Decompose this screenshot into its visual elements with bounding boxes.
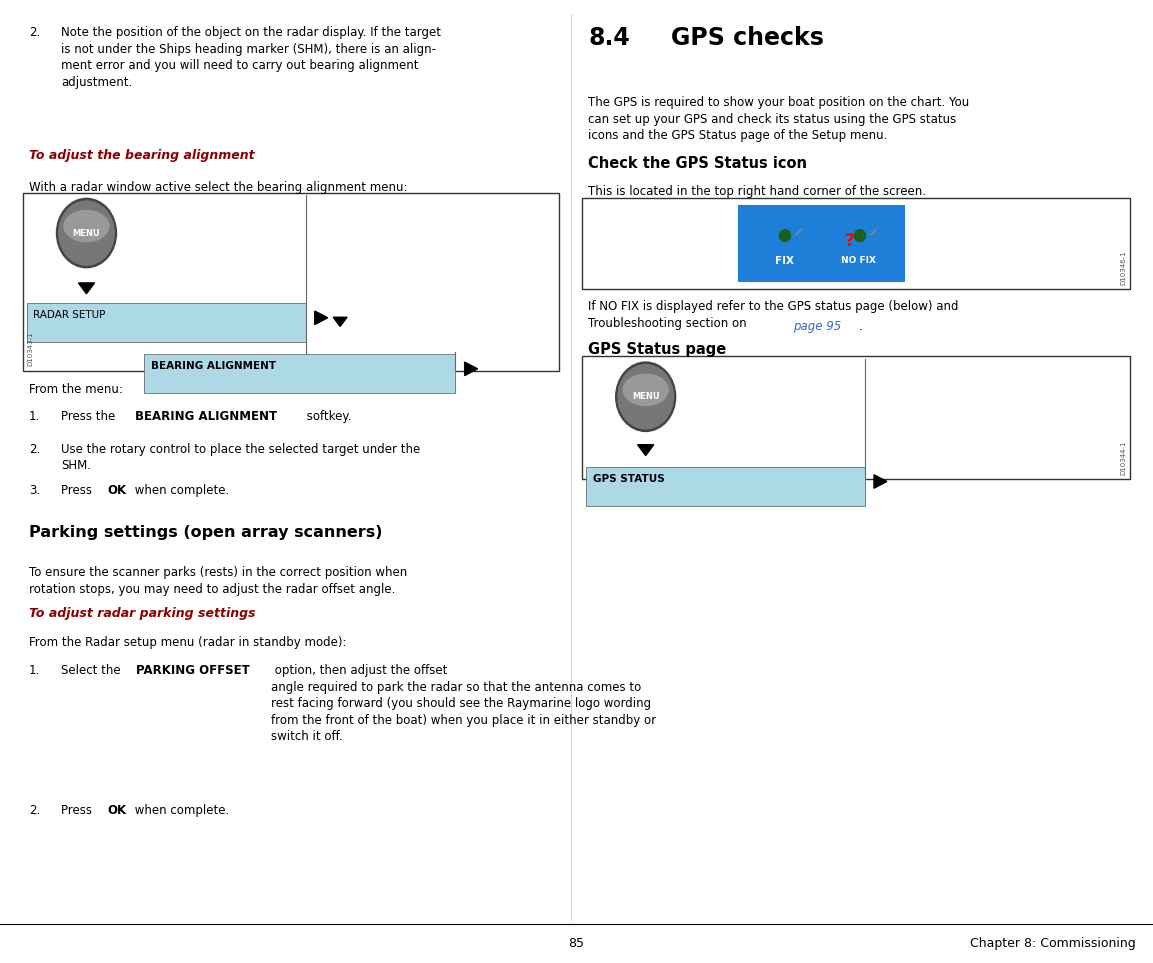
- Text: /: /: [868, 227, 877, 237]
- Text: 1.: 1.: [29, 664, 40, 677]
- Text: BEARING ALIGNMENT: BEARING ALIGNMENT: [151, 361, 277, 371]
- Text: Press: Press: [61, 484, 96, 497]
- Text: when complete.: when complete.: [131, 484, 229, 497]
- Text: Chapter 8: Commissioning: Chapter 8: Commissioning: [970, 937, 1136, 950]
- Text: Use the rotary control to place the selected target under the
SHM.: Use the rotary control to place the sele…: [61, 443, 421, 473]
- Text: D10344-1: D10344-1: [1121, 440, 1126, 475]
- Ellipse shape: [56, 198, 116, 268]
- Text: 1.: 1.: [29, 410, 40, 423]
- Text: Press: Press: [61, 804, 96, 817]
- FancyBboxPatch shape: [586, 467, 865, 506]
- Text: 85: 85: [568, 937, 585, 950]
- Text: NO FIX: NO FIX: [842, 256, 876, 266]
- Polygon shape: [638, 445, 654, 455]
- Polygon shape: [315, 311, 327, 325]
- Text: 2.: 2.: [29, 804, 40, 817]
- Text: From the Radar setup menu (radar in standby mode):: From the Radar setup menu (radar in stan…: [29, 636, 346, 648]
- Text: To adjust radar parking settings: To adjust radar parking settings: [29, 607, 256, 619]
- Text: GPS Status page: GPS Status page: [588, 342, 726, 357]
- Text: ?: ?: [845, 232, 854, 249]
- Text: Note the position of the object on the radar display. If the target
is not under: Note the position of the object on the r…: [61, 26, 442, 89]
- FancyBboxPatch shape: [27, 303, 306, 342]
- Text: FIX: FIX: [775, 256, 793, 266]
- Polygon shape: [465, 362, 477, 376]
- Text: MENU: MENU: [632, 392, 660, 402]
- Text: If NO FIX is displayed refer to the GPS status page (below) and
Troubleshooting : If NO FIX is displayed refer to the GPS …: [588, 300, 958, 330]
- Text: 8.4: 8.4: [588, 26, 630, 50]
- Text: BEARING ALIGNMENT: BEARING ALIGNMENT: [135, 410, 277, 423]
- Text: D10346-1: D10346-1: [1121, 250, 1126, 285]
- Text: 2.: 2.: [29, 443, 40, 455]
- Ellipse shape: [63, 211, 108, 242]
- Ellipse shape: [618, 365, 673, 429]
- Text: Select the: Select the: [61, 664, 125, 677]
- Text: To adjust the bearing alignment: To adjust the bearing alignment: [29, 149, 255, 162]
- Text: Check the GPS Status icon: Check the GPS Status icon: [588, 156, 807, 171]
- FancyBboxPatch shape: [582, 198, 1130, 289]
- Text: ⬤: ⬤: [777, 228, 791, 242]
- Text: MENU: MENU: [73, 228, 100, 238]
- FancyBboxPatch shape: [582, 356, 1130, 479]
- Text: ⬤: ⬤: [852, 228, 866, 242]
- Text: D10343-1: D10343-1: [28, 331, 33, 366]
- Text: 2.: 2.: [29, 26, 40, 39]
- FancyBboxPatch shape: [144, 354, 455, 393]
- Text: when complete.: when complete.: [131, 804, 229, 817]
- Polygon shape: [78, 283, 95, 294]
- Text: OK: OK: [107, 484, 127, 497]
- Text: With a radar window active select the bearing alignment menu:: With a radar window active select the be…: [29, 181, 407, 194]
- Text: OK: OK: [107, 804, 127, 817]
- Text: option, then adjust the offset
angle required to park the radar so that the ante: option, then adjust the offset angle req…: [271, 664, 656, 743]
- Text: .: .: [859, 320, 862, 332]
- Text: RADAR SETUP: RADAR SETUP: [33, 310, 106, 320]
- Text: From the menu:: From the menu:: [29, 383, 122, 396]
- Ellipse shape: [59, 201, 114, 265]
- FancyBboxPatch shape: [813, 205, 905, 282]
- Polygon shape: [874, 475, 887, 488]
- Text: page 95: page 95: [793, 320, 842, 332]
- Polygon shape: [333, 317, 347, 326]
- Text: This is located in the top right hand corner of the screen.: This is located in the top right hand co…: [588, 185, 926, 197]
- FancyBboxPatch shape: [23, 193, 559, 371]
- Text: 3.: 3.: [29, 484, 40, 497]
- Text: GPS STATUS: GPS STATUS: [593, 474, 664, 483]
- FancyBboxPatch shape: [738, 205, 830, 282]
- Text: softkey.: softkey.: [303, 410, 352, 423]
- Text: GPS checks: GPS checks: [671, 26, 824, 50]
- Text: /: /: [793, 227, 802, 237]
- Text: PARKING OFFSET: PARKING OFFSET: [136, 664, 250, 677]
- Ellipse shape: [623, 375, 669, 405]
- Text: To ensure the scanner parks (rests) in the correct position when
rotation stops,: To ensure the scanner parks (rests) in t…: [29, 566, 407, 596]
- Text: Parking settings (open array scanners): Parking settings (open array scanners): [29, 525, 383, 540]
- Text: Press the: Press the: [61, 410, 119, 423]
- Ellipse shape: [616, 362, 676, 431]
- Text: The GPS is required to show your boat position on the chart. You
can set up your: The GPS is required to show your boat po…: [588, 96, 970, 143]
